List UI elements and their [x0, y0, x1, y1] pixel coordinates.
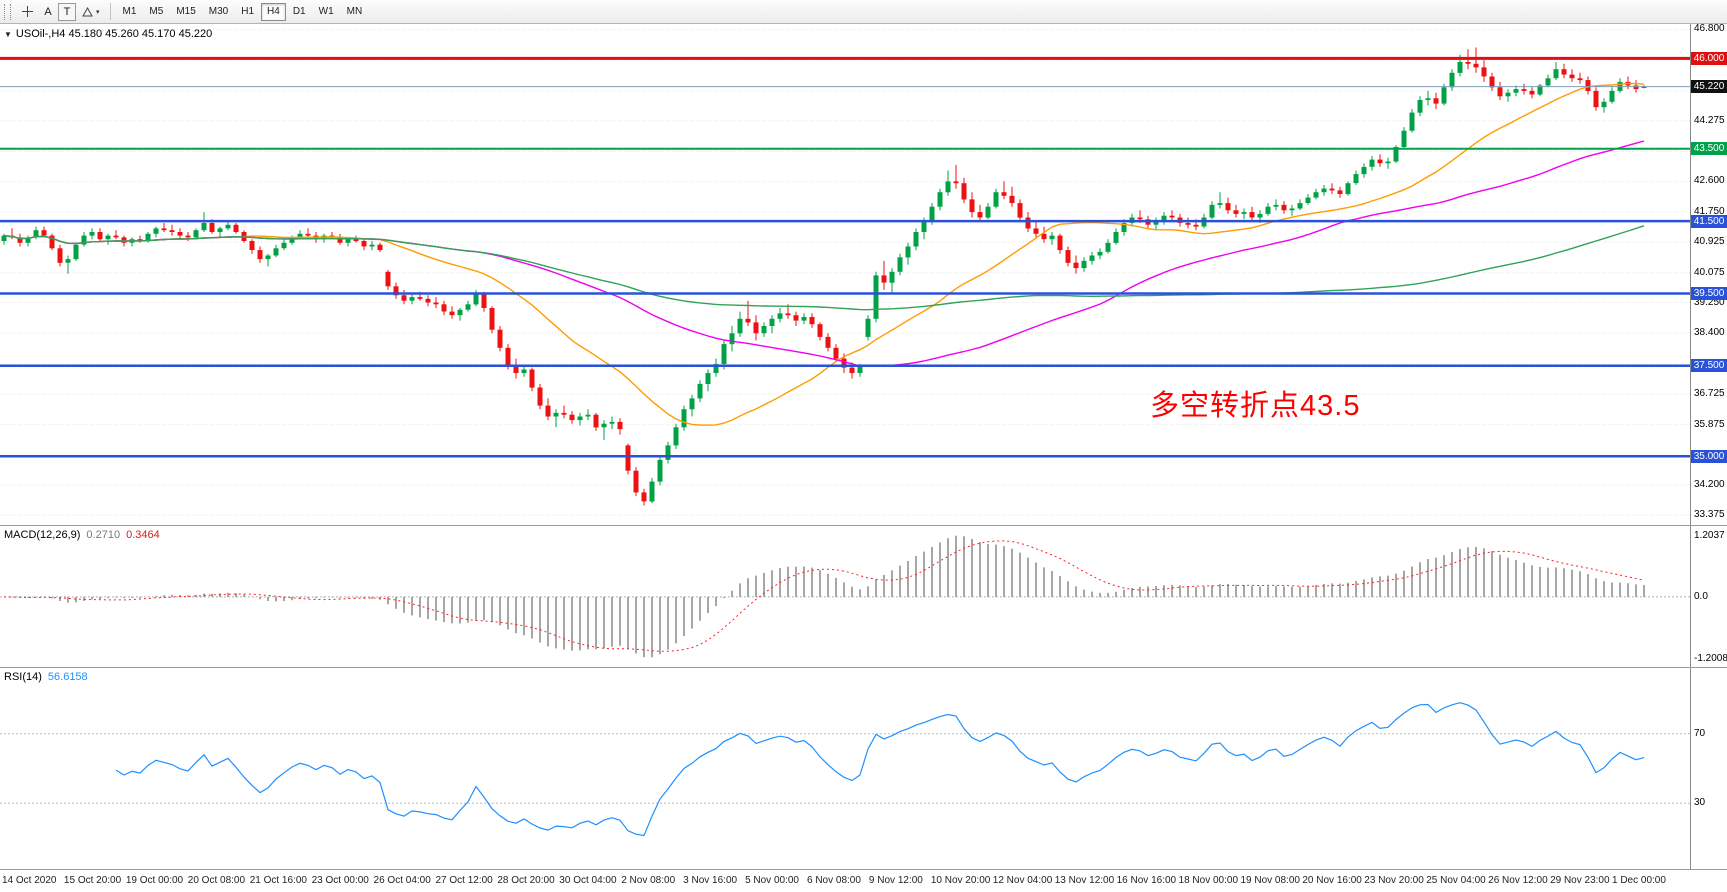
time-label: 13 Nov 12:00	[1054, 875, 1115, 886]
time-label: 2 Nov 08:00	[621, 875, 676, 886]
price-badge: 41.500	[1691, 214, 1727, 228]
price-scale[interactable]: 46.800 44.275 42.600 41.750 40.925 40.075 39.2…	[1690, 23, 1727, 525]
time-label: 20 Oct 08:00	[187, 875, 246, 886]
time-label: 28 Oct 20:00	[497, 875, 555, 886]
rsi-plot[interactable]: RSI(14) 56.6158	[0, 668, 1690, 869]
collapse-triangle-icon: ▼	[4, 29, 12, 39]
macd-plot[interactable]: MACD(12,26,9) 0.2710 0.3464	[0, 526, 1690, 667]
time-label: 16 Nov 16:00	[1116, 875, 1177, 886]
symbol-ohlc-header: ▼ USOil-,H4 45.180 45.260 45.170 45.220	[4, 28, 212, 40]
time-label: 26 Nov 12:00	[1488, 875, 1548, 886]
rsi-level-label: 30	[1694, 797, 1706, 809]
price-label: 40.075	[1694, 266, 1725, 278]
toolbar-separator	[109, 3, 111, 20]
time-label: 12 Nov 04:00	[992, 875, 1053, 886]
time-axis[interactable]: 14 Oct 2020 15 Oct 20:00 19 Oct 00:00 20 Oc…	[0, 870, 1727, 892]
main-chart-plot[interactable]: ▼ USOil-,H4 45.180 45.260 45.170 45.220 …	[0, 24, 1690, 525]
timeframe-mn[interactable]: MN	[341, 3, 369, 21]
time-label: 5 Nov 00:00	[745, 875, 799, 886]
macd-panel: MACD(12,26,9) 0.2710 0.3464 1.2037 0.0 -1.…	[0, 526, 1727, 668]
symbol-ohlc-text: USOil-,H4 45.180 45.260 45.170 45.220	[15, 28, 213, 40]
time-label: 15 Oct 20:00	[63, 875, 122, 886]
macd-label: MACD(12,26,9)	[4, 529, 81, 541]
time-label: 19 Nov 08:00	[1240, 875, 1300, 886]
price-label: 39.250	[1694, 296, 1725, 308]
rsi-level-label: 70	[1694, 727, 1706, 739]
time-label: 20 Nov 16:00	[1302, 875, 1362, 886]
time-label: 23 Oct 00:00	[311, 875, 369, 886]
price-label: 40.925	[1694, 235, 1725, 247]
macd-header: MACD(12,26,9) 0.2710 0.3464	[4, 529, 160, 541]
price-badge: 43.500	[1691, 142, 1727, 156]
price-badge: 39.500	[1691, 286, 1727, 300]
rsi-value: 56.6158	[47, 671, 88, 683]
price-label: 42.600	[1694, 175, 1725, 187]
price-label: 36.725	[1694, 387, 1725, 399]
timeframe-m5[interactable]: M5	[143, 3, 169, 21]
toolbar-grip[interactable]	[4, 3, 11, 20]
time-label: 21 Oct 16:00	[249, 875, 307, 886]
time-label: 25 Nov 04:00	[1426, 875, 1486, 886]
time-label: 6 Nov 08:00	[807, 875, 861, 886]
time-label: 19 Oct 00:00	[125, 875, 184, 886]
time-label: 1 Dec 00:00	[1612, 875, 1666, 886]
macd-scale[interactable]: 1.2037 0.0 -1.2008	[1690, 526, 1727, 667]
timeframe-m15[interactable]: M15	[170, 3, 201, 21]
shapes-dropdown-button[interactable]: ▾	[77, 3, 104, 21]
macd-signal-value: 0.3464	[126, 529, 160, 541]
price-badge: 35.000	[1691, 449, 1727, 463]
macd-main-value: 0.2710	[86, 529, 121, 541]
price-label: 46.800	[1694, 23, 1725, 35]
chevron-down-icon: ▾	[96, 8, 100, 16]
rsi-canvas[interactable]	[0, 668, 1690, 869]
price-label: 33.375	[1694, 509, 1725, 521]
price-label: 38.400	[1694, 327, 1725, 339]
price-badge: 45.220	[1691, 80, 1727, 94]
time-label: 30 Oct 04:00	[559, 875, 617, 886]
crosshair-icon[interactable]	[17, 3, 38, 21]
time-label: 9 Nov 12:00	[868, 875, 923, 886]
time-label: 18 Nov 00:00	[1178, 875, 1239, 886]
text-label-tool-button[interactable]: A	[39, 3, 57, 21]
rsi-scale[interactable]: 70 30	[1690, 668, 1727, 869]
macd-axis-label: 0.0	[1694, 590, 1708, 602]
timeframe-h1[interactable]: H1	[235, 3, 260, 21]
rsi-panel: RSI(14) 56.6158 70 30	[0, 668, 1727, 870]
macd-canvas[interactable]	[0, 526, 1690, 667]
price-label: 44.275	[1694, 114, 1725, 126]
timeframe-d1[interactable]: D1	[287, 3, 312, 21]
candlestick-canvas[interactable]	[0, 24, 1690, 525]
rsi-header: RSI(14) 56.6158	[4, 671, 88, 683]
timeframe-m1[interactable]: M1	[117, 3, 143, 21]
rsi-label: RSI(14)	[4, 671, 42, 683]
timeframe-group: M1 M5 M15 M30 H1 H4 D1 W1 MN	[117, 2, 369, 21]
price-badge: 46.000	[1691, 51, 1727, 65]
time-label: 29 Nov 23:00	[1550, 875, 1610, 886]
time-label: 10 Nov 20:00	[930, 875, 991, 886]
price-label: 41.750	[1694, 206, 1725, 218]
timeframe-w1[interactable]: W1	[313, 3, 340, 21]
time-label: 27 Oct 12:00	[435, 875, 493, 886]
main-chart-panel: ▼ USOil-,H4 45.180 45.260 45.170 45.220 …	[0, 23, 1727, 526]
price-badge: 37.500	[1691, 359, 1727, 373]
time-label: 14 Oct 2020	[2, 875, 57, 886]
text-tool-button[interactable]: T	[58, 2, 76, 21]
timeframe-m30[interactable]: M30	[203, 3, 234, 21]
time-label: 26 Oct 04:00	[373, 875, 431, 886]
macd-axis-label: -1.2008	[1694, 653, 1727, 664]
timeframe-h4[interactable]: H4	[261, 2, 286, 21]
time-label: 23 Nov 20:00	[1364, 875, 1424, 886]
toolbar: A T ▾ M1 M5 M15 M30 H1 H4 D1 W1 MN	[0, 0, 1727, 24]
macd-axis-label: 1.2037	[1694, 530, 1725, 541]
chart-annotation: 多空转折点43.5	[1150, 390, 1361, 422]
time-label: 3 Nov 16:00	[683, 875, 738, 886]
price-label: 34.200	[1694, 479, 1725, 491]
price-label: 35.875	[1694, 418, 1725, 430]
